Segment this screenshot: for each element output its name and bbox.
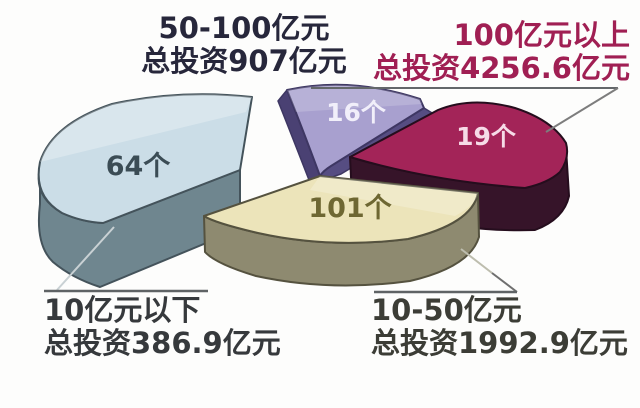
slice-over-100yi-top [349,101,569,189]
count-label-over-100yi: 19个 [456,122,517,151]
callout-50-100yi-investment: 总投资907亿元 [141,44,347,78]
slice-50-100yi-sheen [287,84,422,112]
slice-under-10yi-sheen [40,94,252,162]
count-label-under-10yi: 64个 [106,151,172,182]
slice-50-100yi [277,83,438,182]
callout-over-100yi: 100亿元以上 总投资4256.6亿元 [292,19,630,85]
callout-10-50yi: 10-50亿元 总投资1992.9亿元 [371,294,628,360]
slice-10-50yi-sheen [310,176,478,216]
slice-50-100yi-top [286,83,425,177]
slice-under-10yi-top [37,93,253,224]
callout-over-100yi-investment: 总投资4256.6亿元 [373,51,630,85]
slice-10-50yi [203,175,480,287]
slice-under-10yi [37,93,253,288]
callout-10-50yi-range: 10-50亿元 [371,293,522,327]
callout-50-100yi: 50-100亿元 总投资907亿元 [118,12,370,78]
count-label-10-50yi: 101个 [308,193,392,224]
callout-under-10yi-investment: 总投资386.9亿元 [44,326,281,360]
callout-over-100yi-range: 100亿元以上 [453,18,630,52]
leader-top-right [545,87,619,133]
callout-10-50yi-investment: 总投资1992.9亿元 [371,326,628,360]
leader-bottom-right [491,272,518,293]
count-label-50-100yi: 16个 [326,98,387,127]
slice-10-50yi-top [203,175,479,244]
leader-lines [44,87,619,294]
callout-under-10yi: 10亿元以下 总投资386.9亿元 [44,294,281,360]
leader-bottom-right-on-slice [460,248,493,274]
callout-under-10yi-range: 10亿元以下 [44,293,201,327]
callout-50-100yi-range: 50-100亿元 [158,11,330,45]
leader-bottom-left [56,226,115,291]
